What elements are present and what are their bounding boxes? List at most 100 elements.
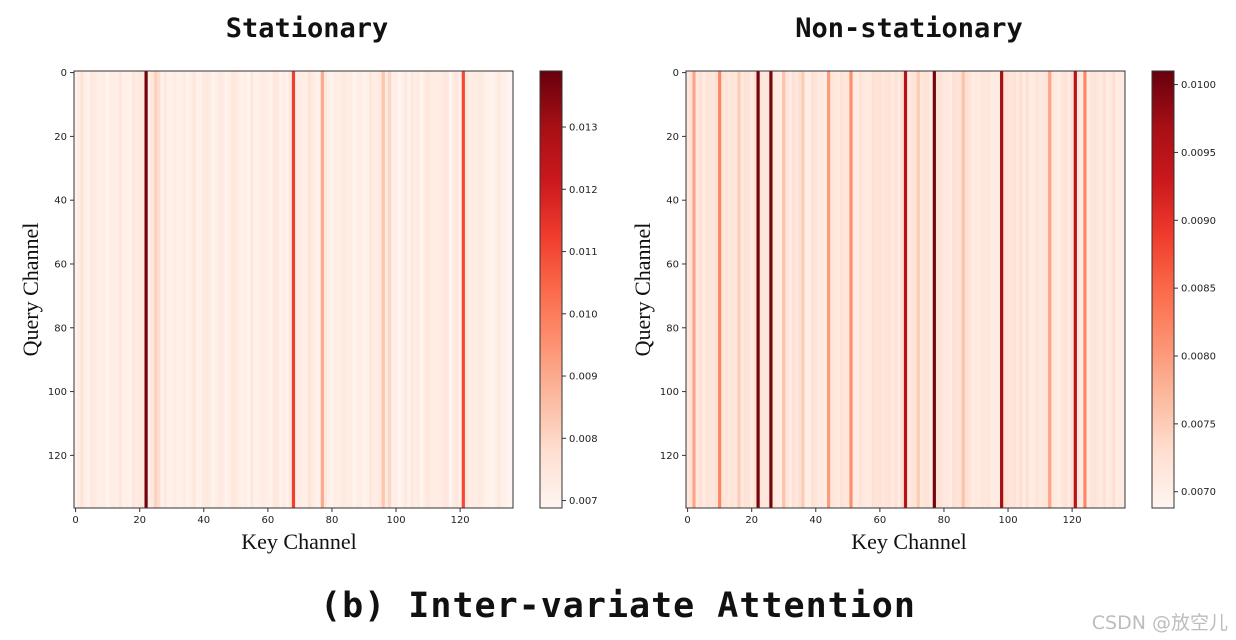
heatmap-cell-column: [150, 71, 155, 508]
heatmap-cell-column: [798, 71, 802, 508]
heatmap-cell-column: [823, 71, 828, 508]
heatmap-cell-column: [138, 71, 142, 508]
figure-caption: (b) Inter-variate Attention: [320, 586, 916, 626]
heatmap-cell-column: [323, 71, 328, 508]
heatmap-cell-column: [1073, 71, 1078, 508]
heatmap-cell-column: [897, 71, 902, 508]
heatmap-cell-column: [202, 71, 206, 508]
x-tick-label: 100: [998, 515, 1017, 526]
heatmap-cell-column: [503, 71, 507, 508]
heatmap-cell-column: [1115, 71, 1119, 508]
heatmap-cell-column: [714, 71, 719, 508]
heatmap-cell-column: [1070, 71, 1075, 508]
heatmap-cell-column: [945, 71, 950, 508]
heatmap-cell-column: [154, 71, 158, 508]
heatmap-cell-column: [846, 71, 850, 508]
heatmap-cell-column: [881, 71, 886, 508]
heatmap-cell-column: [426, 71, 431, 508]
heatmap-cell-column: [1022, 71, 1027, 508]
heatmap-cell-column: [1006, 71, 1011, 508]
heatmap-cell-column: [227, 71, 232, 508]
heatmap-cell-column: [958, 71, 962, 508]
heatmap-cell-column: [727, 71, 732, 508]
heatmap-cell-column: [698, 71, 703, 508]
heatmap-cell-column: [833, 71, 837, 508]
heatmap-cell-column: [445, 71, 450, 508]
heatmap-cell-column: [1102, 71, 1107, 508]
heatmap-cell-column: [1057, 71, 1062, 508]
heatmap-cell-column: [474, 71, 479, 508]
colorbar-tick-label: 0.0070: [1181, 487, 1216, 498]
heatmap-cell-column: [1080, 71, 1084, 508]
heatmap-cell-column: [804, 71, 809, 508]
heatmap-cell-column: [1035, 71, 1039, 508]
heatmap-cell-column: [80, 71, 85, 508]
heatmap-cell-column: [381, 71, 386, 508]
heatmap-cell-column: [916, 71, 921, 508]
heatmap-cell-column: [1009, 71, 1014, 508]
heatmap-cell-column: [875, 71, 879, 508]
plot-frame: [73, 70, 514, 509]
heatmap-cell-column: [814, 71, 818, 508]
heatmap-cell-column: [721, 71, 725, 508]
heatmap-cell-column: [788, 71, 793, 508]
heatmap-cell-column: [939, 71, 943, 508]
heatmap-cell-column: [240, 71, 245, 508]
heatmap-cell-column: [692, 71, 697, 508]
heatmap-cell-column: [131, 71, 136, 508]
y-tick-label: 80: [666, 323, 679, 334]
heatmap-cell-column: [1041, 71, 1046, 508]
heatmap-cell-column: [737, 71, 741, 508]
heatmap-cell-column: [118, 71, 123, 508]
heatmap-cell-column: [231, 71, 235, 508]
heatmap-cell-column: [1000, 71, 1004, 508]
y-tick-label: 100: [48, 387, 67, 398]
heatmap-panel-1: Stationary 0 20 40 60 80 100 120 0 20 40 60 80 100 120…: [18, 13, 598, 554]
heatmap-cell-column: [282, 71, 286, 508]
heatmap-cell-column: [214, 71, 219, 508]
heatmap-cell-column: [750, 71, 754, 508]
heatmap-cell-column: [394, 71, 399, 508]
heatmap-cell-column: [987, 71, 991, 508]
heatmap-cell-column: [413, 71, 418, 508]
heatmap-cell-column: [794, 71, 799, 508]
colorbar: [1151, 70, 1175, 509]
heatmap-cell-column: [884, 71, 889, 508]
heatmap-cell-column: [820, 71, 825, 508]
heatmap-cell-column: [740, 71, 745, 508]
heatmap-cell-column: [961, 71, 966, 508]
heatmap-cell-column: [102, 71, 107, 508]
heatmap-cell-column: [1118, 71, 1123, 508]
y-tick-label: 40: [666, 196, 679, 207]
x-axis-label: Key Channel: [241, 529, 356, 554]
heatmap-cell-column: [913, 71, 918, 508]
plot-frame: [685, 70, 1126, 509]
heatmap-cell-column: [90, 71, 94, 508]
heatmap-cell-column: [782, 71, 786, 508]
heatmap-cell-column: [320, 71, 325, 508]
x-tick-label: 100: [386, 515, 405, 526]
heatmap-cell-column: [109, 71, 113, 508]
heatmap-cell-column: [509, 71, 514, 508]
heatmap-cell-column: [817, 71, 821, 508]
colorbar-tick-label: 0.0080: [1181, 352, 1216, 363]
heatmap-cell-column: [984, 71, 988, 508]
heatmap-cell-column: [900, 71, 905, 508]
heatmap-cell-column: [452, 71, 456, 508]
heatmap-cell-column: [237, 71, 242, 508]
x-tick-label: 120: [1063, 515, 1082, 526]
heatmap-cell-column: [1044, 71, 1049, 508]
heatmap-cell-column: [878, 71, 882, 508]
heatmap-cell-column: [330, 71, 334, 508]
heatmap-cell-column: [506, 71, 511, 508]
heatmap-cell-column: [134, 71, 139, 508]
heatmap-cell-column: [772, 71, 777, 508]
heatmap-cell-column: [695, 71, 700, 508]
x-tick-label: 120: [451, 515, 470, 526]
heatmap-cell-column: [128, 71, 133, 508]
heatmap-cell-column: [99, 71, 104, 508]
heatmap-cell-column: [1054, 71, 1059, 508]
heatmap-cell-column: [259, 71, 264, 508]
heatmap-cell-column: [404, 71, 408, 508]
colorbar-tick-label: 0.0085: [1181, 284, 1216, 295]
